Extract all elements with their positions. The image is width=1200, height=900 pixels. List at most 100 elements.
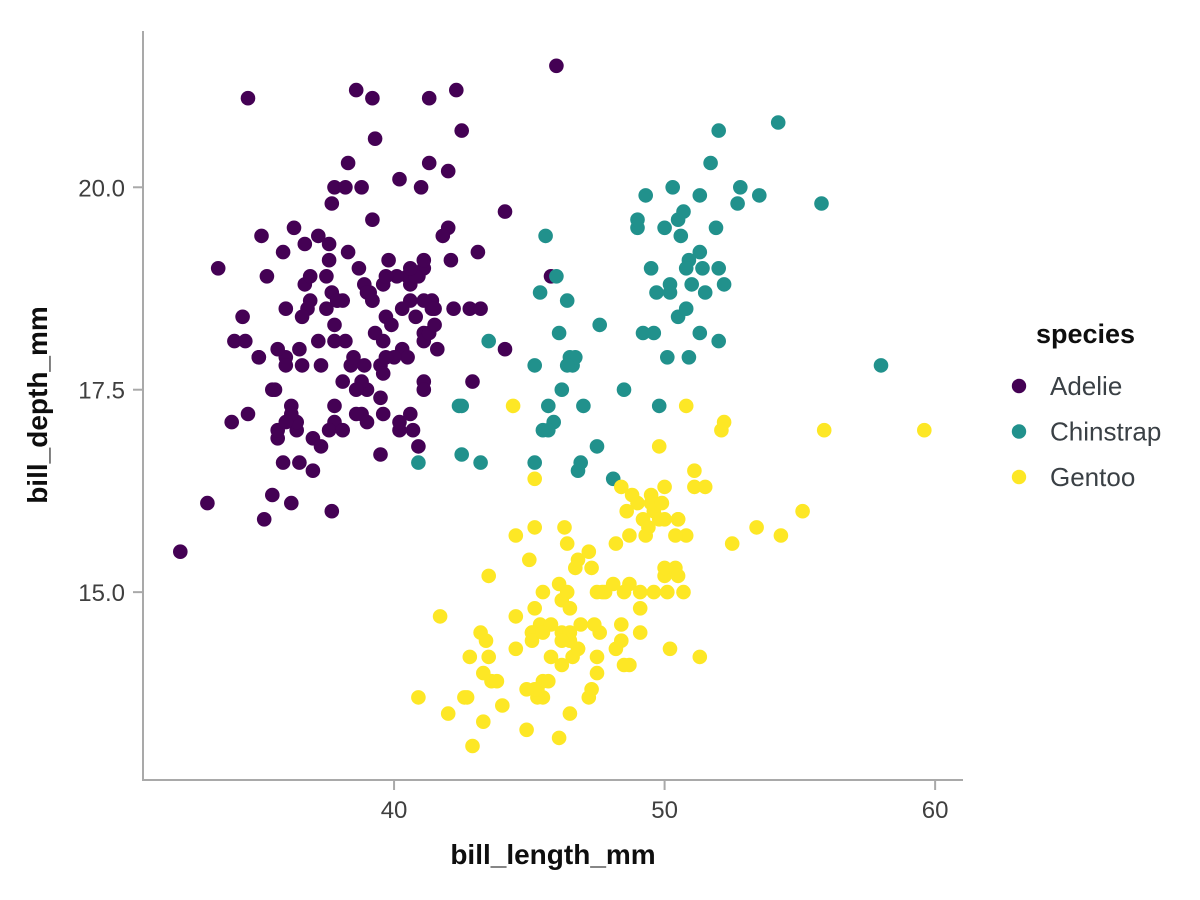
data-point xyxy=(430,341,445,357)
data-point xyxy=(643,495,659,511)
data-point xyxy=(524,633,540,648)
data-point xyxy=(643,261,659,276)
data-point xyxy=(570,552,586,568)
data-point xyxy=(381,252,396,268)
data-point xyxy=(324,503,340,519)
data-point xyxy=(210,261,226,276)
data-point xyxy=(543,649,559,665)
data-point xyxy=(481,333,497,349)
data-point xyxy=(449,82,464,98)
data-point xyxy=(662,285,678,300)
axes: 40 50 60 15.0 17.5 20.0 xyxy=(78,31,963,824)
data-point xyxy=(446,301,461,317)
data-point xyxy=(421,155,437,171)
data-point xyxy=(497,204,513,219)
data-point xyxy=(684,277,699,292)
data-point xyxy=(549,269,564,284)
data-point xyxy=(421,90,437,106)
data-point xyxy=(687,479,702,495)
data-point xyxy=(319,269,334,284)
y-axis-title: bill_depth_mm xyxy=(22,306,53,504)
data-point xyxy=(614,633,629,648)
data-point xyxy=(427,301,442,317)
data-point xyxy=(327,180,342,195)
data-point xyxy=(624,487,640,503)
data-point xyxy=(321,252,337,268)
data-point xyxy=(489,673,505,689)
data-point xyxy=(716,414,732,430)
data-point xyxy=(270,341,286,357)
data-point xyxy=(440,706,456,721)
data-point xyxy=(497,341,513,357)
series-chinstrap xyxy=(411,115,889,487)
legend-title: species xyxy=(1036,319,1135,349)
data-point xyxy=(265,487,280,503)
data-point xyxy=(365,212,380,227)
data-point xyxy=(465,738,480,754)
data-point xyxy=(692,188,708,203)
data-point xyxy=(589,584,605,600)
data-point xyxy=(375,366,391,381)
data-point xyxy=(630,212,645,227)
data-point xyxy=(224,414,239,430)
data-point xyxy=(559,293,575,308)
data-point xyxy=(340,244,356,260)
data-point xyxy=(668,528,683,543)
data-point xyxy=(657,560,672,576)
data-point xyxy=(554,657,570,673)
data-point xyxy=(616,382,632,398)
data-point xyxy=(873,358,889,373)
data-point xyxy=(292,455,307,470)
data-point xyxy=(275,244,291,260)
data-point xyxy=(573,617,588,632)
data-point xyxy=(581,544,597,559)
data-point xyxy=(752,188,767,203)
data-point xyxy=(481,649,497,665)
data-point xyxy=(292,341,307,357)
data-point xyxy=(305,463,321,479)
data-point xyxy=(508,609,524,624)
series-adelie xyxy=(173,58,564,559)
points-layer xyxy=(173,58,932,754)
data-point xyxy=(557,520,572,535)
data-point xyxy=(535,584,551,600)
data-point xyxy=(541,673,556,689)
data-point xyxy=(411,455,426,470)
data-point xyxy=(367,325,383,341)
data-point xyxy=(267,382,283,398)
data-point xyxy=(327,317,342,333)
data-point xyxy=(327,398,342,414)
data-point xyxy=(527,520,542,535)
legend-marker xyxy=(1011,469,1027,485)
data-point xyxy=(541,422,556,438)
data-point xyxy=(559,584,575,600)
data-point xyxy=(495,698,510,713)
data-point xyxy=(917,422,932,438)
data-point xyxy=(348,382,364,398)
data-point xyxy=(730,196,745,211)
data-point xyxy=(294,309,310,325)
data-point xyxy=(473,455,488,470)
data-point xyxy=(335,422,351,438)
data-point xyxy=(367,131,383,146)
data-point xyxy=(678,261,694,276)
data-point xyxy=(587,617,602,632)
data-point xyxy=(313,439,329,454)
data-point xyxy=(584,560,599,576)
data-point xyxy=(649,285,664,300)
data-point xyxy=(814,196,829,211)
data-point xyxy=(443,252,459,268)
data-point xyxy=(708,220,724,236)
data-point xyxy=(365,293,380,308)
data-point xyxy=(481,568,497,584)
data-point xyxy=(327,333,342,349)
data-point xyxy=(470,244,486,260)
data-point xyxy=(527,601,542,616)
data-point xyxy=(338,333,353,349)
data-point xyxy=(173,544,188,559)
data-point xyxy=(527,471,542,487)
data-point xyxy=(678,398,694,414)
data-point xyxy=(240,406,256,422)
legend: Adelie Chinstrap Gentoo xyxy=(1011,371,1161,492)
data-point xyxy=(570,641,586,657)
